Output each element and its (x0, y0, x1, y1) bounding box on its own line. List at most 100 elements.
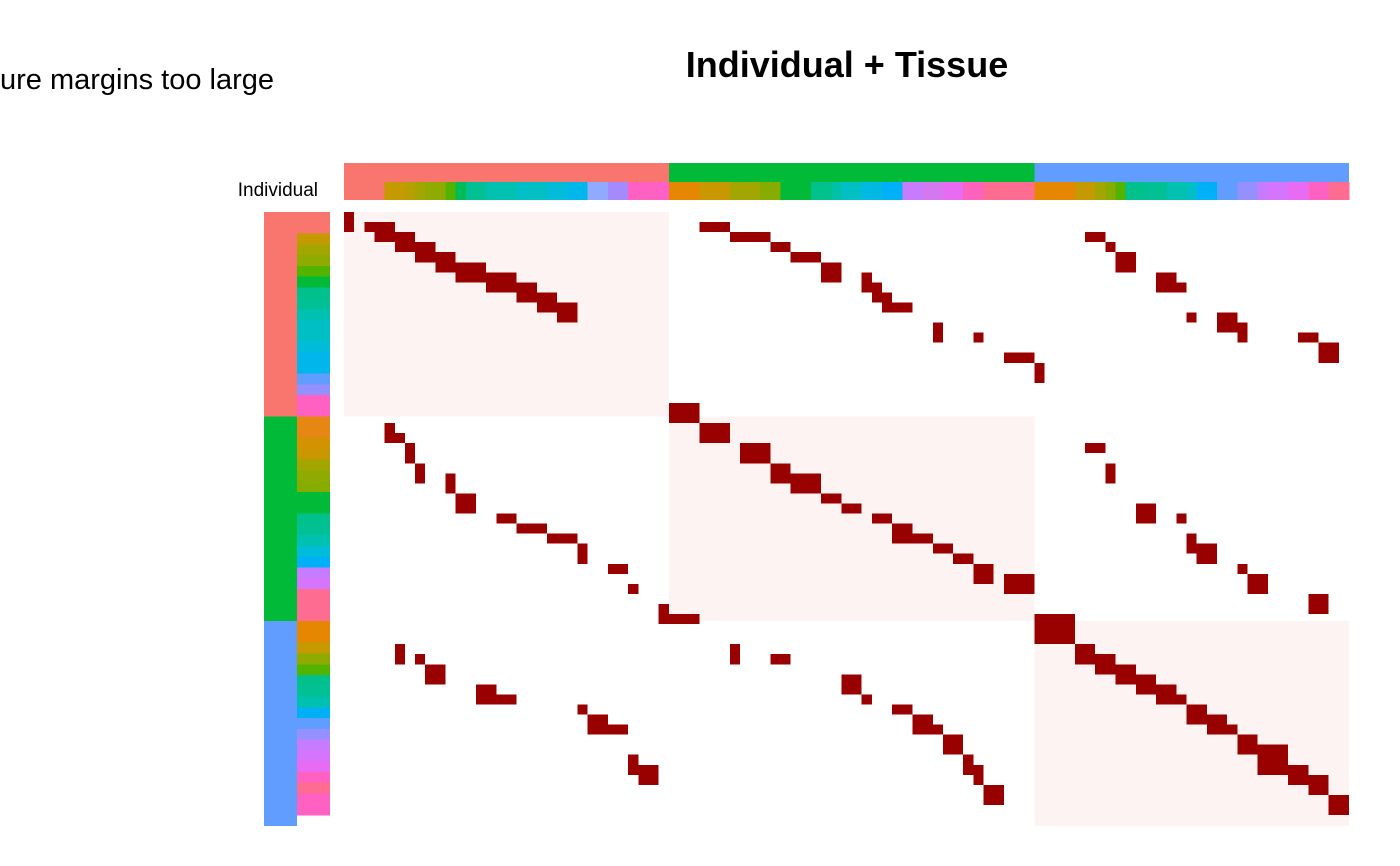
column-tissue-cell (1186, 182, 1198, 200)
row-tissue-cell (297, 556, 330, 568)
column-tissue-cell (415, 182, 426, 200)
heatmap-cells (344, 212, 1349, 815)
column-tissue-cell (953, 182, 964, 200)
column-tissue-cell (1166, 182, 1177, 200)
row-tissue-cell (297, 330, 330, 342)
column-tissue-cell (445, 182, 457, 200)
row-tissue-cell (297, 578, 330, 590)
heatmap-cell (455, 262, 487, 283)
heatmap-cell (415, 242, 436, 263)
row-tissue-cell (297, 696, 330, 708)
heatmap-cell (496, 513, 517, 524)
heatmap-cell (435, 252, 456, 273)
column-tissue-cell (1054, 182, 1066, 200)
heatmap-cell (1135, 503, 1157, 524)
heatmap-cell (1186, 312, 1197, 323)
column-tissue-cell (638, 182, 649, 200)
heatmap-cell (516, 282, 537, 303)
column-tissue-cell (973, 182, 984, 200)
heatmap-cell (1186, 533, 1197, 554)
column-tissue-cell (1288, 182, 1299, 200)
heatmap-cell (577, 704, 588, 715)
heatmap-cell (739, 443, 771, 464)
warning-text: ure margins too large (0, 64, 275, 96)
row-tissue-cell (297, 233, 330, 245)
row-tissue-cell (297, 761, 330, 773)
heatmap-cell (658, 603, 669, 625)
column-tissue-cell (1095, 182, 1106, 200)
row-tissue-cell (297, 255, 330, 267)
heatmap-cell (912, 714, 933, 735)
heatmap-cell (425, 664, 446, 685)
heatmap-cell (1217, 312, 1238, 333)
column-tissue-cell (1064, 182, 1076, 200)
heatmap-cell (607, 724, 629, 735)
row-tissue-cell (297, 535, 330, 547)
row-tissue-cell (297, 588, 330, 601)
heatmap-cell (932, 543, 954, 554)
column-tissue-cell (770, 182, 781, 200)
row-tissue-cell (297, 771, 330, 784)
heatmap-cell (475, 684, 497, 705)
row-tissue-cell (297, 491, 330, 504)
column-tissue-cell (871, 182, 883, 200)
column-tissue-cell (983, 182, 995, 200)
column-tissue-cell (1237, 182, 1248, 200)
row-tissue-cell (297, 373, 330, 385)
heatmap-cell (415, 654, 426, 665)
row-tissue-cell (297, 621, 330, 633)
heatmap-cell (1186, 704, 1207, 725)
row-tissue-cell (297, 750, 330, 762)
column-tissue-cell (1085, 182, 1096, 200)
heatmap-cell (739, 232, 771, 243)
column-tissue-cell (1176, 182, 1187, 200)
heatmap-cell (486, 272, 517, 293)
column-tissue-cell (780, 182, 792, 200)
heatmap-cell (1105, 242, 1116, 253)
row-tissue-cell (297, 222, 330, 234)
heatmap-cell (932, 322, 943, 343)
heatmap-cell (841, 503, 862, 514)
column-tissue-cell (922, 182, 934, 200)
column-tissue-cell (963, 182, 974, 200)
column-tissue-cell (1115, 182, 1127, 200)
column-tissue-cell (587, 182, 599, 200)
column-tissue-cell (942, 182, 954, 200)
heatmap-cell (1003, 573, 1035, 594)
heatmap-cell (1288, 764, 1309, 785)
column-tissue-cell (699, 182, 710, 200)
row-tissue-cell (297, 685, 330, 697)
heatmap-cell (770, 463, 791, 484)
column-tissue-cell (364, 182, 375, 200)
column-tissue-cell (1247, 182, 1259, 200)
heatmap-cell (841, 674, 862, 695)
column-tissue-cell (800, 182, 812, 200)
row-tissue-cell (297, 448, 330, 461)
heatmap-cell (1206, 714, 1228, 735)
column-tissue-cell (1014, 182, 1025, 200)
heatmap-cell (1318, 342, 1339, 363)
row-annotation-tissue (297, 212, 330, 816)
row-tissue-cell (297, 524, 330, 536)
heatmap-cell (1176, 513, 1187, 524)
same-individual-block (668, 416, 1035, 622)
diagonal-blocks (344, 212, 1349, 826)
column-tissue-cell (344, 182, 355, 200)
column-tissue-cell (1267, 182, 1279, 200)
column-tissue-cell (1034, 182, 1045, 200)
column-tissue-cell (404, 182, 416, 200)
column-tissue-cell (689, 182, 700, 200)
row-individual-band (264, 621, 297, 826)
heatmap-cell (394, 644, 405, 665)
column-tissue-cell (709, 182, 720, 200)
column-tissue-cell (912, 182, 924, 200)
column-tissue-cell (1217, 182, 1228, 200)
row-individual-band (264, 212, 297, 417)
column-tissue-cell (1135, 182, 1147, 200)
row-tissue-cell (297, 804, 330, 816)
column-tissue-cell (435, 182, 446, 200)
heatmap-cell (1003, 352, 1035, 363)
heatmap-cell (790, 473, 822, 494)
column-tissue-cell (465, 182, 477, 200)
row-tissue-cell (297, 308, 330, 321)
